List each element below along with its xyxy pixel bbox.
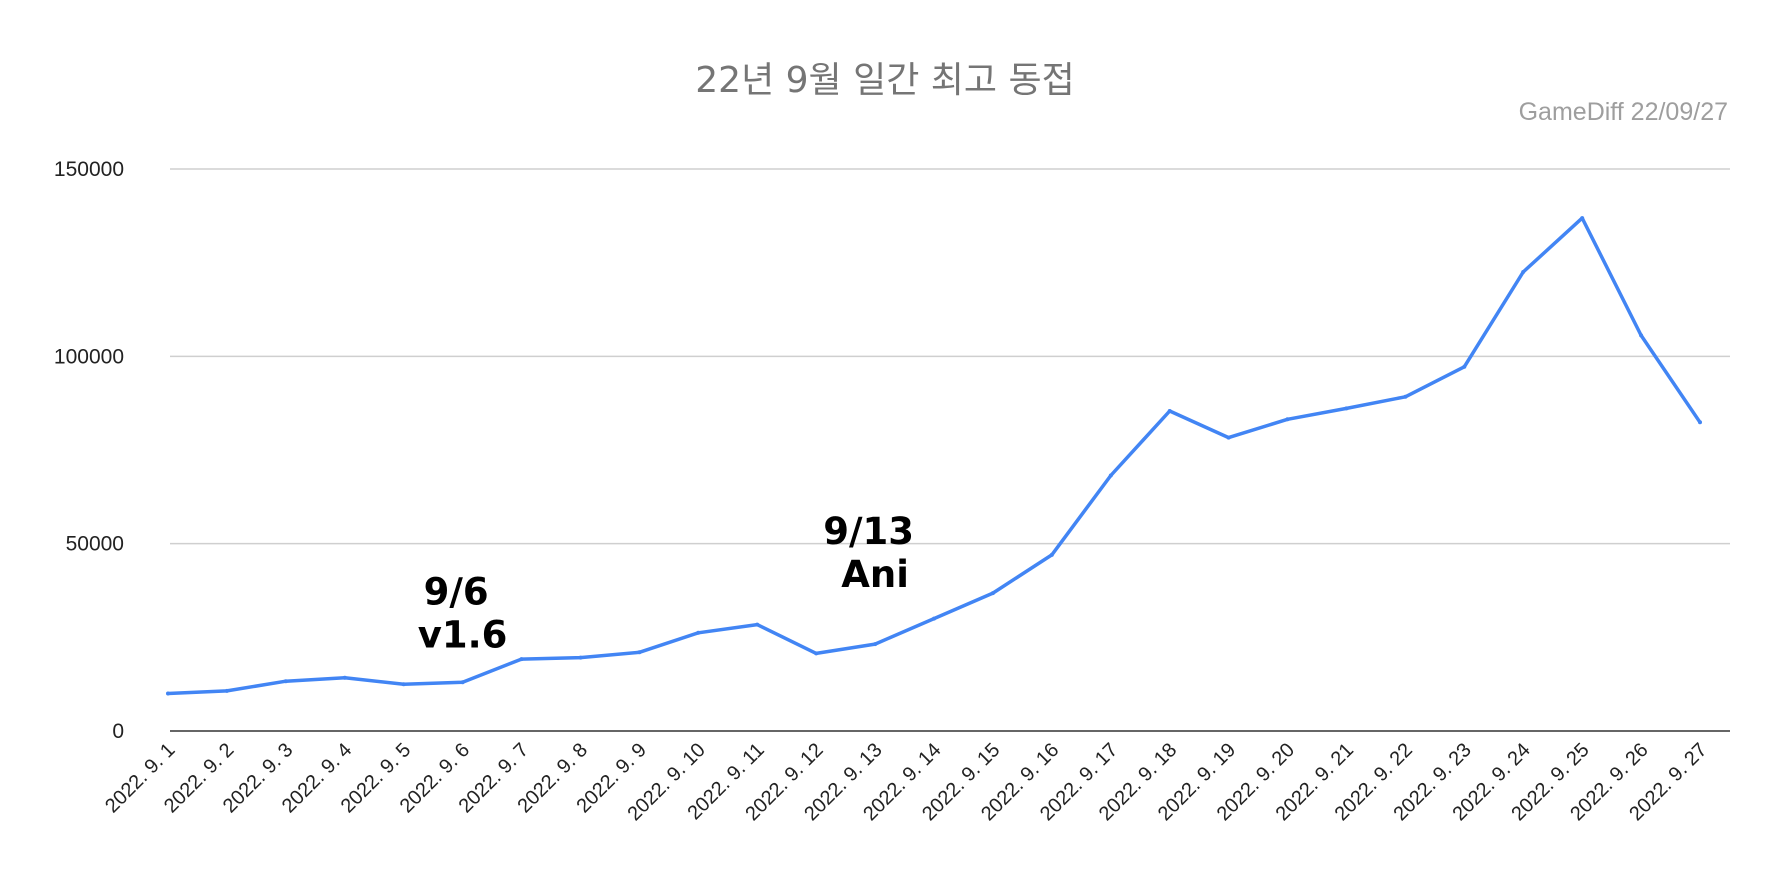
annotation-9-13-line2: Ani — [841, 553, 909, 596]
data-point — [1049, 552, 1054, 557]
y-tick-label: 150000 — [54, 158, 124, 181]
annotation-9-6-line2: v1.6 — [418, 613, 508, 656]
data-point — [1698, 420, 1702, 425]
data-point — [519, 657, 524, 662]
data-point — [1108, 473, 1113, 478]
data-point — [1344, 406, 1349, 411]
data-point — [1639, 333, 1644, 338]
annotation-9-13: 9/13 Ani — [823, 510, 927, 596]
source-label: GameDiff 22/09/27 — [1519, 98, 1728, 126]
annotation-9-13-line1: 9/13 — [823, 510, 914, 553]
annotation-9-6: 9/6 v1.6 — [418, 570, 508, 656]
data-point — [1403, 394, 1408, 399]
data-point — [1580, 216, 1585, 221]
data-point — [460, 680, 465, 685]
data-point — [990, 591, 995, 596]
chart-title: 22년 9월 일간 최고 동접 — [695, 60, 1074, 101]
data-point — [578, 655, 583, 660]
data-point — [1285, 417, 1290, 422]
data-point — [1226, 435, 1231, 440]
data-point — [637, 650, 642, 655]
y-tick-label: 50000 — [66, 533, 124, 556]
data-point — [1462, 364, 1467, 369]
data-point — [283, 679, 288, 684]
data-point — [1521, 270, 1526, 274]
y-tick-label: 0 — [112, 720, 124, 743]
data-point — [932, 616, 936, 621]
y-axis-ticks: 0 50000 100000 150000 — [54, 158, 124, 743]
data-point — [1167, 409, 1172, 413]
data-point — [401, 682, 406, 687]
data-point — [166, 691, 170, 696]
data-point — [342, 675, 347, 680]
data-point — [224, 688, 229, 693]
data-point — [696, 630, 701, 635]
y-tick-label: 100000 — [54, 345, 124, 368]
data-point — [873, 642, 878, 647]
annotation-9-6-line1: 9/6 — [424, 570, 489, 613]
data-point — [755, 622, 760, 627]
series-layer — [166, 216, 1702, 696]
annotations: 9/6 v1.6 9/13 Ani — [418, 510, 927, 656]
data-point — [814, 651, 819, 656]
gridlines — [170, 168, 1730, 732]
